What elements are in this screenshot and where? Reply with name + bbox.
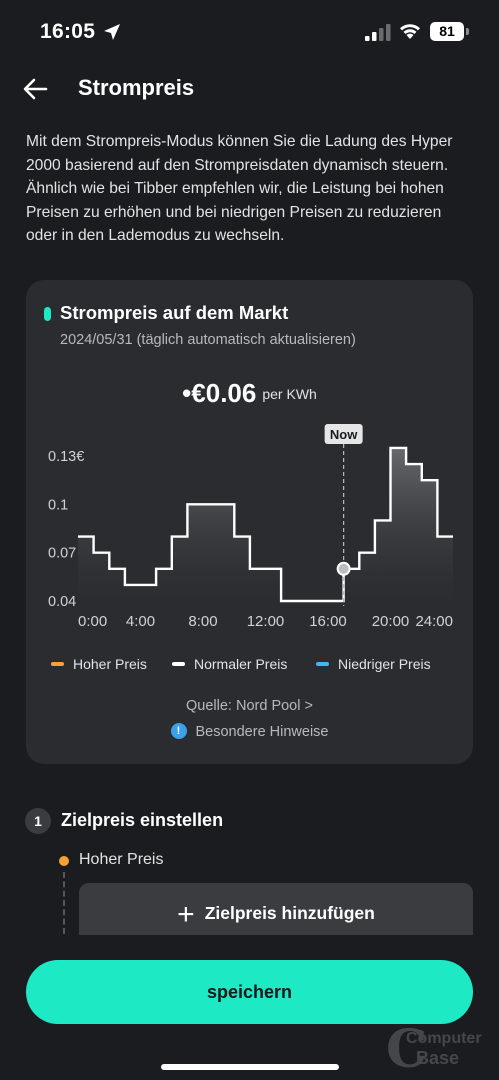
page-title: Strompreis <box>78 75 195 100</box>
plus-icon: + <box>177 898 195 931</box>
y-tick-label: 0.04 <box>48 594 76 610</box>
step-number-badge: 1 <box>25 808 51 834</box>
wifi-icon <box>400 24 420 39</box>
arrow-left-icon[interactable] <box>20 74 52 104</box>
add-target-price-label: Zielpreis hinzufügen <box>204 903 375 923</box>
high-price-dot <box>59 856 69 866</box>
price-unit: per KWh <box>262 385 317 402</box>
price-value: €0.06 <box>191 378 257 408</box>
now-tag: Now <box>324 424 363 444</box>
legend-low: Niedriger Preis <box>316 656 431 672</box>
legend-low-swatch <box>316 662 329 667</box>
x-tick-label: 20:00 <box>372 613 410 630</box>
card-date: 2024/05/31 (täglich automatisch aktualis… <box>60 332 356 348</box>
timeline-connector <box>63 872 65 934</box>
x-tick-label: 16:00 <box>309 613 347 630</box>
chart-legend: Hoher Preis Normaler Preis Niedriger Pre… <box>26 656 473 676</box>
legend-low-label: Niedriger Preis <box>338 656 431 672</box>
price-line-series <box>78 446 453 603</box>
special-notes-label: Besondere Hinweise <box>195 724 329 740</box>
special-notes-link[interactable]: ! Besondere Hinweise <box>26 723 473 740</box>
x-tick-label: 24:00 <box>415 613 453 630</box>
home-indicator <box>161 1064 339 1070</box>
x-tick-label: 12:00 <box>247 613 285 630</box>
price-chart: 0.13€ 0.1 0.07 0.04 0:00 4:00 8:00 12:00 16:00 2… <box>48 424 453 630</box>
status-bar: 16:05 81 <box>0 0 499 64</box>
price-bullet: • <box>182 378 192 408</box>
y-tick-label: 0.07 <box>48 546 76 562</box>
intro-text: Mit dem Strompreis-Modus können Sie die … <box>26 133 453 244</box>
legend-high: Hoher Preis <box>51 656 147 672</box>
save-button[interactable]: speichern <box>26 960 473 1024</box>
status-time: 16:05 <box>40 20 96 43</box>
info-icon: ! <box>170 723 187 740</box>
current-price: •€0.06 per KWh <box>26 378 473 409</box>
high-price-label: Hoher Preis <box>79 851 164 868</box>
x-tick-label: 0:00 <box>78 613 107 630</box>
legend-normal: Normaler Preis <box>172 656 287 672</box>
card-title: Strompreis auf dem Markt <box>60 302 289 323</box>
y-tick-label: 0.1 <box>48 497 68 513</box>
legend-normal-label: Normaler Preis <box>194 656 288 672</box>
watermark-logo: C Computer Base <box>386 1024 494 1076</box>
cellular-signal-icon <box>365 24 391 41</box>
battery-nub <box>466 28 469 35</box>
legend-high-label: Hoher Preis <box>73 656 147 672</box>
add-target-price-button[interactable]: + Zielpreis hinzufügen <box>79 883 473 943</box>
now-label: Now <box>330 427 358 442</box>
x-tick-label: 4:00 <box>126 613 155 630</box>
x-tick-label: 8:00 <box>188 613 217 630</box>
watermark-line1: Computer <box>406 1030 482 1047</box>
section-title: Zielpreis einstellen <box>61 810 224 830</box>
watermark-letter: C <box>386 1019 428 1080</box>
legend-normal-swatch <box>172 662 185 667</box>
y-tick-label: 0.13€ <box>48 449 84 465</box>
source-link[interactable]: Quelle: Nord Pool > <box>186 698 313 714</box>
market-price-card: Strompreis auf dem Markt 2024/05/31 (täg… <box>26 280 473 764</box>
watermark-line2: Base <box>416 1048 460 1068</box>
price-area <box>78 447 453 606</box>
current-price-point <box>336 561 351 576</box>
legend-high-swatch <box>51 662 64 667</box>
location-arrow-icon <box>104 24 120 40</box>
card-accent-dot <box>44 307 51 321</box>
battery-icon: 81 <box>430 22 464 41</box>
